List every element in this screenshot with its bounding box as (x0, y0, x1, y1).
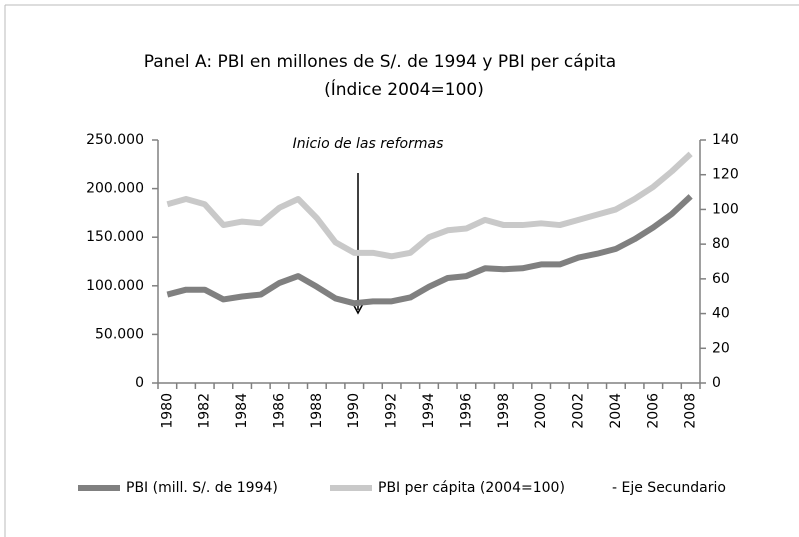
y2-tick-label: 0 (712, 375, 721, 391)
y2-tick-label: 20 (712, 340, 730, 356)
x-tick-label: 2000 (533, 393, 549, 429)
x-tick-label: 1982 (197, 393, 213, 429)
y2-tick-label: 80 (712, 236, 730, 252)
x-tick-label: 1998 (496, 393, 512, 429)
y-tick-label: 50.000 (95, 326, 144, 342)
legend-label: PBI per cápita (2004=100) (378, 480, 565, 496)
x-tick-label: 2002 (571, 393, 587, 429)
x-tick-label: 1996 (458, 393, 474, 429)
y-tick-label: 150.000 (86, 229, 144, 245)
x-tick-label: 1988 (309, 393, 325, 429)
y2-tick-label: 120 (712, 167, 739, 183)
x-tick-label: 1984 (234, 393, 250, 429)
series-line (166, 194, 693, 307)
legend-note: - Eje Secundario (612, 480, 726, 496)
y-tick-label: 100.000 (86, 278, 144, 294)
x-tick-label: 1980 (159, 393, 175, 429)
x-tick-label: 2008 (683, 393, 699, 429)
chart-title: Panel A: PBI en millones de S/. de 1994 … (144, 52, 616, 72)
y2-tick-label: 140 (712, 132, 739, 148)
y-tick-label: 250.000 (86, 132, 144, 148)
x-tick-label: 1986 (271, 393, 287, 429)
y-tick-label: 200.000 (86, 181, 144, 197)
y-tick-label: 0 (135, 375, 144, 391)
x-tick-label: 2006 (645, 393, 661, 429)
y2-tick-label: 60 (712, 271, 730, 287)
annotation: Inicio de las reformas (293, 136, 444, 152)
series-line (166, 151, 693, 260)
x-tick-label: 2004 (608, 393, 624, 429)
x-tick-label: 1994 (421, 393, 437, 429)
y2-tick-label: 100 (712, 201, 739, 217)
x-tick-label: 1990 (346, 393, 362, 429)
x-tick-label: 1992 (384, 393, 400, 429)
chart-subtitle: (Índice 2004=100) (324, 78, 484, 100)
y2-tick-label: 40 (712, 306, 730, 322)
legend-label: PBI (mill. S/. de 1994) (126, 480, 278, 496)
